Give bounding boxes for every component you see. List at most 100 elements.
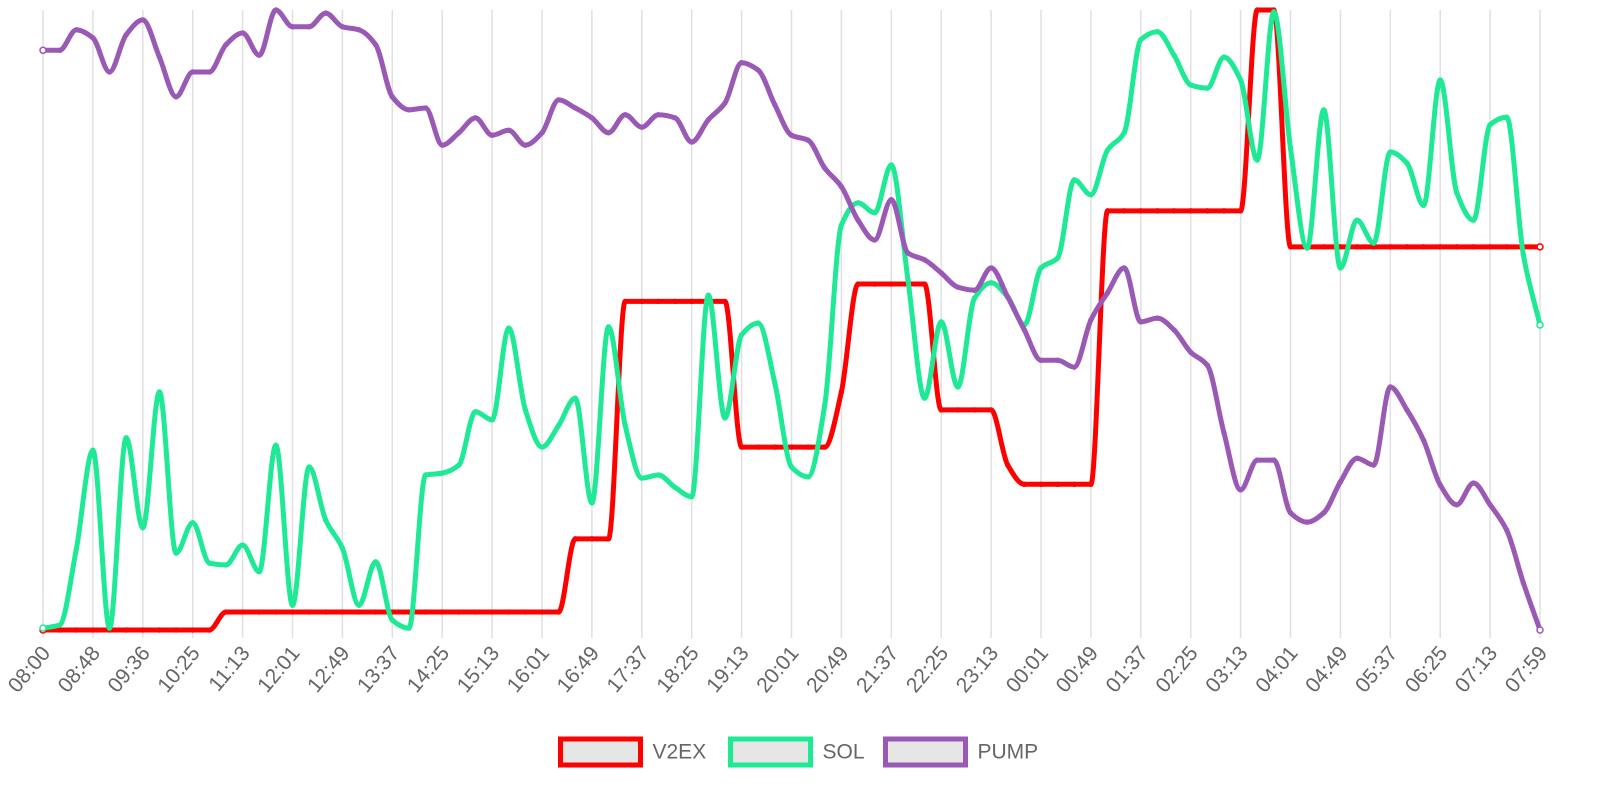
legend-swatch	[558, 736, 643, 768]
data-point	[1387, 384, 1394, 390]
data-point	[1237, 208, 1244, 214]
legend-item[interactable]: PUMP	[883, 736, 1039, 768]
data-point	[472, 115, 479, 121]
data-point	[1121, 208, 1127, 214]
data-point	[389, 617, 395, 623]
data-point	[190, 69, 196, 75]
data-point	[289, 24, 296, 30]
x-tick-label: 09:36	[103, 642, 154, 697]
data-point	[173, 94, 179, 100]
legend-item[interactable]: SOL	[728, 736, 865, 768]
data-point	[1088, 317, 1094, 323]
x-tick-label: 20:49	[802, 642, 853, 697]
data-point	[1470, 217, 1477, 223]
x-tick-label: 18:25	[652, 642, 703, 697]
data-point	[589, 115, 595, 121]
data-point	[1337, 265, 1344, 271]
data-point	[223, 609, 229, 615]
data-point	[339, 545, 346, 551]
x-tick-label: 17:37	[602, 642, 653, 697]
data-point	[73, 546, 79, 553]
x-tick-label: 11:13	[204, 642, 254, 696]
x-tick-label: 00:49	[1052, 642, 1103, 697]
data-point	[988, 265, 994, 271]
data-point	[1271, 457, 1277, 463]
data-point	[871, 237, 878, 243]
data-point	[689, 139, 695, 145]
data-point	[805, 474, 811, 480]
data-point	[1121, 130, 1127, 136]
data-point	[738, 444, 745, 450]
data-point	[1404, 160, 1410, 166]
data-point	[323, 10, 329, 16]
legend-swatch	[728, 736, 813, 768]
x-tick-label: 14:25	[403, 642, 454, 697]
data-point	[56, 627, 63, 633]
data-point	[439, 470, 445, 476]
data-point	[439, 609, 445, 615]
x-tick-label: 15:13	[453, 642, 504, 697]
data-point	[589, 500, 595, 506]
data-point	[356, 27, 362, 33]
data-point	[1370, 240, 1377, 246]
data-point	[1454, 502, 1460, 508]
data-point	[822, 444, 828, 450]
data-point	[1138, 37, 1144, 43]
x-tick-label: 05:37	[1351, 642, 1402, 697]
data-point	[1536, 321, 1544, 329]
data-point	[921, 395, 928, 401]
legend-label: SOL	[823, 741, 865, 764]
data-point	[472, 409, 479, 415]
data-point	[1470, 244, 1477, 250]
data-point	[838, 389, 845, 395]
data-point	[372, 42, 379, 48]
data-point	[1504, 527, 1510, 533]
data-point	[1420, 202, 1427, 209]
x-tick-label: 08:48	[54, 642, 105, 697]
x-tick-label: 04:49	[1301, 642, 1352, 697]
data-point	[422, 609, 429, 615]
data-point	[1404, 407, 1410, 413]
data-point	[273, 7, 279, 13]
data-point	[572, 536, 578, 542]
data-point	[772, 102, 778, 108]
data-point	[1370, 462, 1377, 468]
data-point	[539, 609, 545, 615]
data-point	[605, 536, 612, 542]
data-point	[1054, 357, 1061, 363]
data-point	[921, 257, 928, 263]
data-point	[988, 280, 994, 286]
data-point	[672, 298, 678, 305]
data-point	[73, 627, 79, 633]
data-point	[489, 417, 495, 423]
data-point	[1520, 580, 1527, 586]
data-point	[206, 627, 213, 633]
data-point	[506, 325, 512, 331]
data-point	[239, 30, 246, 36]
data-point	[1071, 481, 1077, 487]
data-point	[406, 107, 412, 113]
data-point	[456, 130, 462, 136]
data-point	[655, 112, 662, 118]
data-point	[1437, 244, 1443, 250]
legend-item[interactable]: V2EX	[558, 736, 707, 768]
data-point	[639, 475, 645, 481]
data-point	[1171, 327, 1177, 333]
x-tick-label: 20:01	[752, 642, 803, 697]
data-point	[1188, 82, 1194, 88]
legend-label: V2EX	[653, 741, 707, 764]
data-point	[1104, 290, 1111, 296]
data-point	[755, 320, 761, 326]
x-tick-label: 04:01	[1251, 642, 1302, 697]
data-point	[289, 602, 296, 608]
data-point	[73, 27, 79, 33]
x-tick-label: 16:01	[503, 642, 554, 697]
data-point	[622, 298, 628, 305]
data-point	[1287, 145, 1294, 151]
data-point	[56, 47, 63, 53]
data-point	[1504, 114, 1510, 120]
data-point	[605, 324, 612, 330]
data-point	[90, 35, 96, 41]
data-point	[1204, 208, 1211, 214]
